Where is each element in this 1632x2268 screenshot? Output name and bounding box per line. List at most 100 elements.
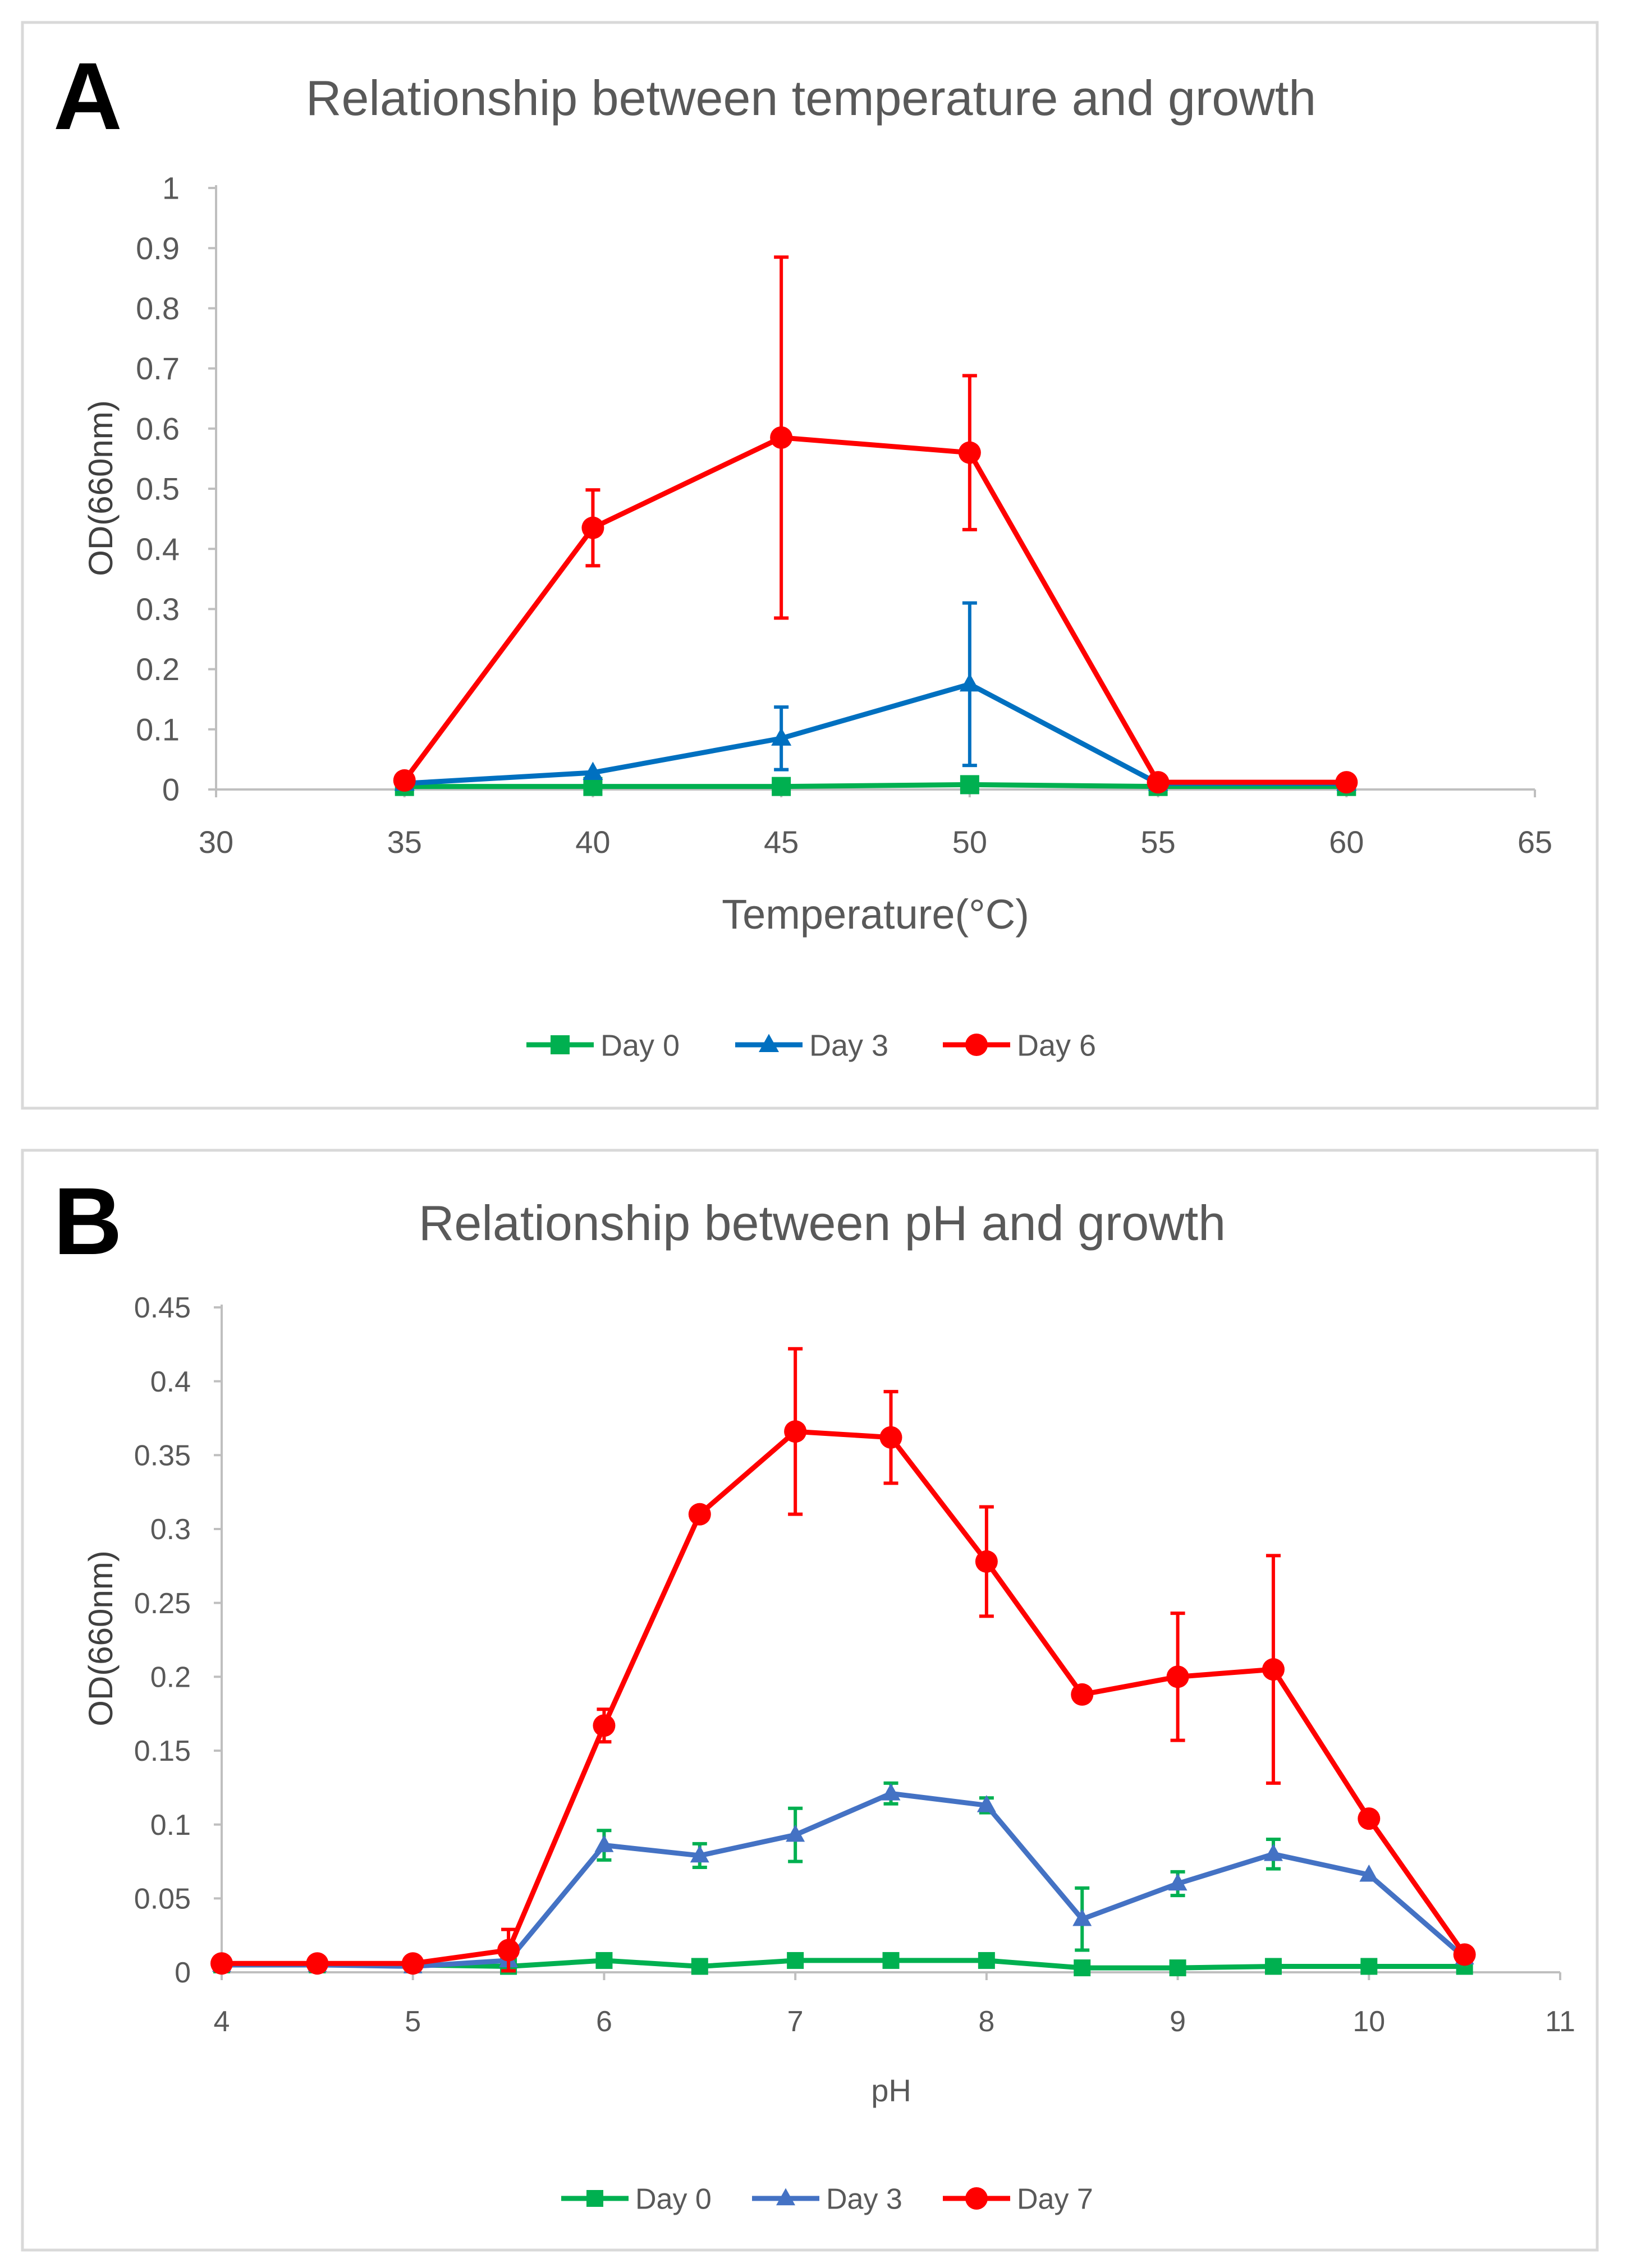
x-tick-label: 5 (405, 2005, 421, 2038)
data-point (583, 777, 603, 796)
x-tick-label: 10 (1353, 2005, 1385, 2038)
data-point (594, 1835, 614, 1852)
panel-a-frame (21, 21, 1599, 1110)
series-line (222, 1790, 1466, 1969)
x-tick-label: 8 (978, 2005, 994, 2038)
data-point (771, 727, 792, 746)
legend-marker (965, 1034, 988, 1056)
data-point (978, 1952, 995, 1969)
series-day-6 (393, 255, 1358, 794)
data-point (1359, 1864, 1379, 1882)
y-tick-label: 0.35 (134, 1440, 191, 1472)
x-axis-label: Temperature(°C) (722, 891, 1029, 938)
panel-b-frame (21, 1149, 1599, 2252)
series-day-7 (210, 1347, 1476, 1975)
series-line (404, 782, 1347, 789)
x-tick-label: 7 (787, 2005, 804, 2038)
legend-label: Day 0 (635, 2183, 712, 2216)
data-point (1147, 771, 1170, 794)
y-tick-label: 0.2 (150, 1661, 191, 1694)
y-tick-label: 0.9 (136, 231, 180, 266)
legend-marker (776, 2188, 795, 2206)
series-line (222, 1429, 1467, 1966)
legend-marker (965, 2187, 988, 2210)
legend-label: Day 7 (1017, 2183, 1093, 2216)
x-tick-label: 9 (1170, 2005, 1186, 2038)
data-point (784, 1420, 807, 1443)
x-tick-label: 60 (1329, 824, 1364, 860)
data-point (772, 777, 791, 796)
y-axis-label: OD(660nm) (82, 400, 120, 576)
data-point (879, 1426, 902, 1449)
data-point (786, 1824, 805, 1842)
data-point (882, 1952, 900, 1969)
y-tick-label: 0.3 (150, 1513, 191, 1546)
data-point (595, 1952, 613, 1969)
y-tick-label: 0.05 (134, 1883, 191, 1916)
chart-title: Relationship between temperature and gro… (306, 70, 1316, 126)
data-point (975, 1550, 998, 1573)
chart-temperature: Relationship between temperature and gro… (82, 70, 1552, 1062)
data-point (1335, 771, 1358, 794)
legend-item: Day 3 (735, 1029, 888, 1062)
data-point (1071, 1683, 1094, 1706)
legend-marker (586, 2190, 603, 2207)
chart-title: Relationship between pH and growth (419, 1195, 1226, 1251)
legend-item: Day 3 (752, 2183, 902, 2216)
legend-item: Day 0 (561, 2183, 712, 2216)
legend-item: Day 7 (943, 2183, 1093, 2216)
y-tick-label: 0 (162, 772, 180, 807)
data-point (401, 1952, 424, 1975)
chart-ph: Relationship between pH and growth 0 0.05 0… (82, 1195, 1575, 2216)
data-point (1072, 1908, 1092, 1926)
x-tick-label: 35 (387, 824, 422, 860)
y-tick-label: 0.15 (134, 1735, 191, 1767)
data-point (1263, 1843, 1283, 1861)
y-tick-label: 0.2 (136, 651, 180, 687)
data-point (581, 516, 604, 539)
x-tick-label: 6 (596, 2005, 612, 2038)
x-tick-label: 50 (952, 824, 987, 860)
legend-label: Day 0 (600, 1029, 680, 1062)
data-point (1360, 1958, 1378, 1975)
series-day-3 (212, 1781, 1474, 1973)
x-tick-label: 55 (1140, 824, 1175, 860)
data-point (787, 1952, 804, 1969)
data-point (958, 441, 981, 464)
y-tick-label: 0.7 (136, 351, 180, 386)
data-point (1453, 1943, 1476, 1966)
data-point (583, 761, 603, 780)
x-tick-label: 45 (764, 824, 799, 860)
data-point (690, 1845, 709, 1863)
x-tick-label: 65 (1518, 824, 1552, 860)
series-line (402, 435, 1347, 785)
y-tick-label: 0.45 (134, 1292, 191, 1324)
y-tick-label: 1 (162, 171, 180, 206)
legend-marker (551, 1035, 570, 1054)
x-tick-label: 40 (575, 824, 610, 860)
data-point (691, 1958, 708, 1975)
data-point (1166, 1665, 1189, 1688)
y-tick-label: 0.3 (136, 591, 180, 627)
data-point (960, 775, 979, 795)
y-tick-label: 0.6 (136, 411, 180, 446)
y-tick-label: 0.5 (136, 471, 180, 507)
y-tick-label: 0.8 (136, 291, 180, 326)
y-tick-label: 0.4 (150, 1366, 191, 1398)
data-point (393, 769, 416, 792)
data-point (497, 1939, 520, 1962)
legend-item: Day 6 (943, 1029, 1096, 1062)
data-point (1168, 1873, 1188, 1891)
x-tick-label: 4 (214, 2005, 230, 2038)
data-point (1358, 1807, 1381, 1830)
x-tick-label: 11 (1545, 2005, 1575, 2038)
data-point (593, 1714, 616, 1737)
x-axis-label: pH (871, 2073, 911, 2108)
data-point (1074, 1959, 1091, 1977)
data-point (1169, 1959, 1186, 1977)
legend-label: Day 6 (1017, 1029, 1096, 1062)
y-tick-label: 0.1 (136, 711, 180, 747)
data-point (688, 1503, 711, 1526)
